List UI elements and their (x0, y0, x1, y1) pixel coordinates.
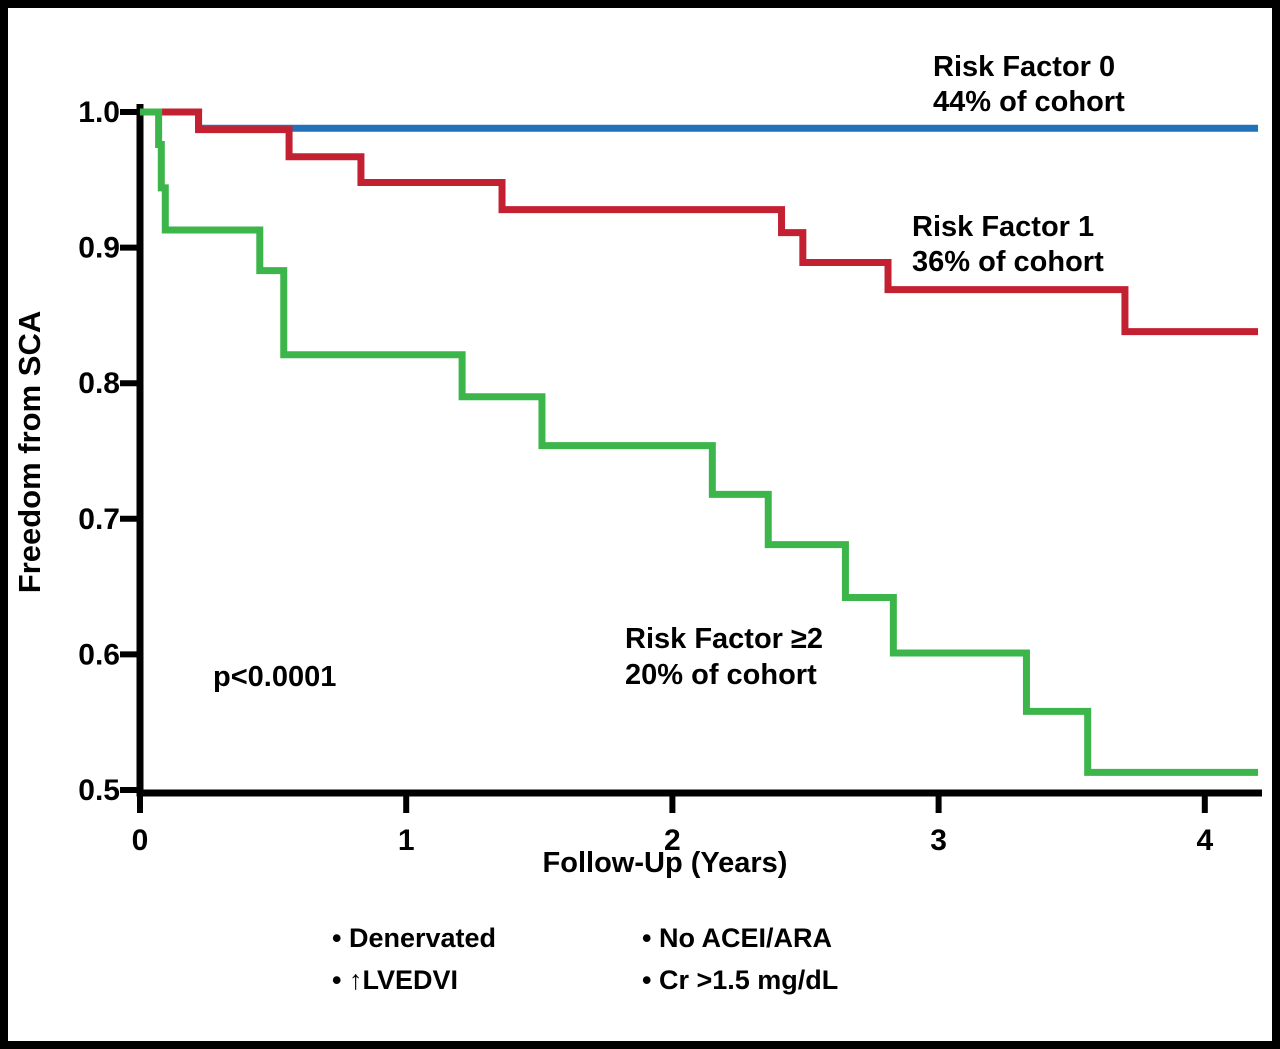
x-tick-label: 3 (930, 824, 947, 857)
p-value-annotation: p<0.0001 (213, 661, 336, 693)
y-axis-title: Freedom from SCA (12, 311, 47, 593)
curve-series-2 (140, 108, 1259, 776)
curve-series-1 (140, 108, 1259, 336)
x-tick-label: 2 (664, 824, 681, 857)
series-label-risk2-cohort: 20% of cohort (625, 659, 817, 691)
y-tick-label: 0.9 (78, 232, 120, 265)
footnote-lvedvi: • ↑LVEDVI (332, 965, 458, 995)
x-tick-label: 0 (132, 824, 149, 857)
y-tick-label: 0.5 (78, 774, 120, 807)
x-tick-label: 4 (1196, 824, 1213, 857)
x-axis-title: Follow-Up (Years) (543, 847, 788, 879)
footnote-cr: • Cr >1.5 mg/dL (642, 965, 838, 995)
y-tick-label: 0.7 (78, 503, 120, 536)
survival-curves (140, 108, 1259, 776)
series-label-risk2-name: Risk Factor ≥2 (625, 623, 823, 655)
y-tick-label: 0.6 (78, 638, 120, 671)
series-label-risk0-cohort: 44% of cohort (933, 86, 1125, 118)
footnote-denervated: • Denervated (332, 923, 496, 953)
x-tick-label: 1 (398, 824, 415, 857)
series-label-risk0-name: Risk Factor 0 (933, 51, 1115, 83)
footnote-no-acei-ara: • No ACEI/ARA (642, 923, 832, 953)
series-label-risk1-cohort: 36% of cohort (912, 246, 1104, 278)
y-tick-label: 1.0 (78, 96, 120, 129)
series-label-risk1-name: Risk Factor 1 (912, 211, 1094, 243)
axes: 1.0 0.9 0.8 0.7 0.6 0.5 0 1 2 3 4 (78, 96, 1262, 857)
y-tick-label: 0.8 (78, 367, 120, 400)
